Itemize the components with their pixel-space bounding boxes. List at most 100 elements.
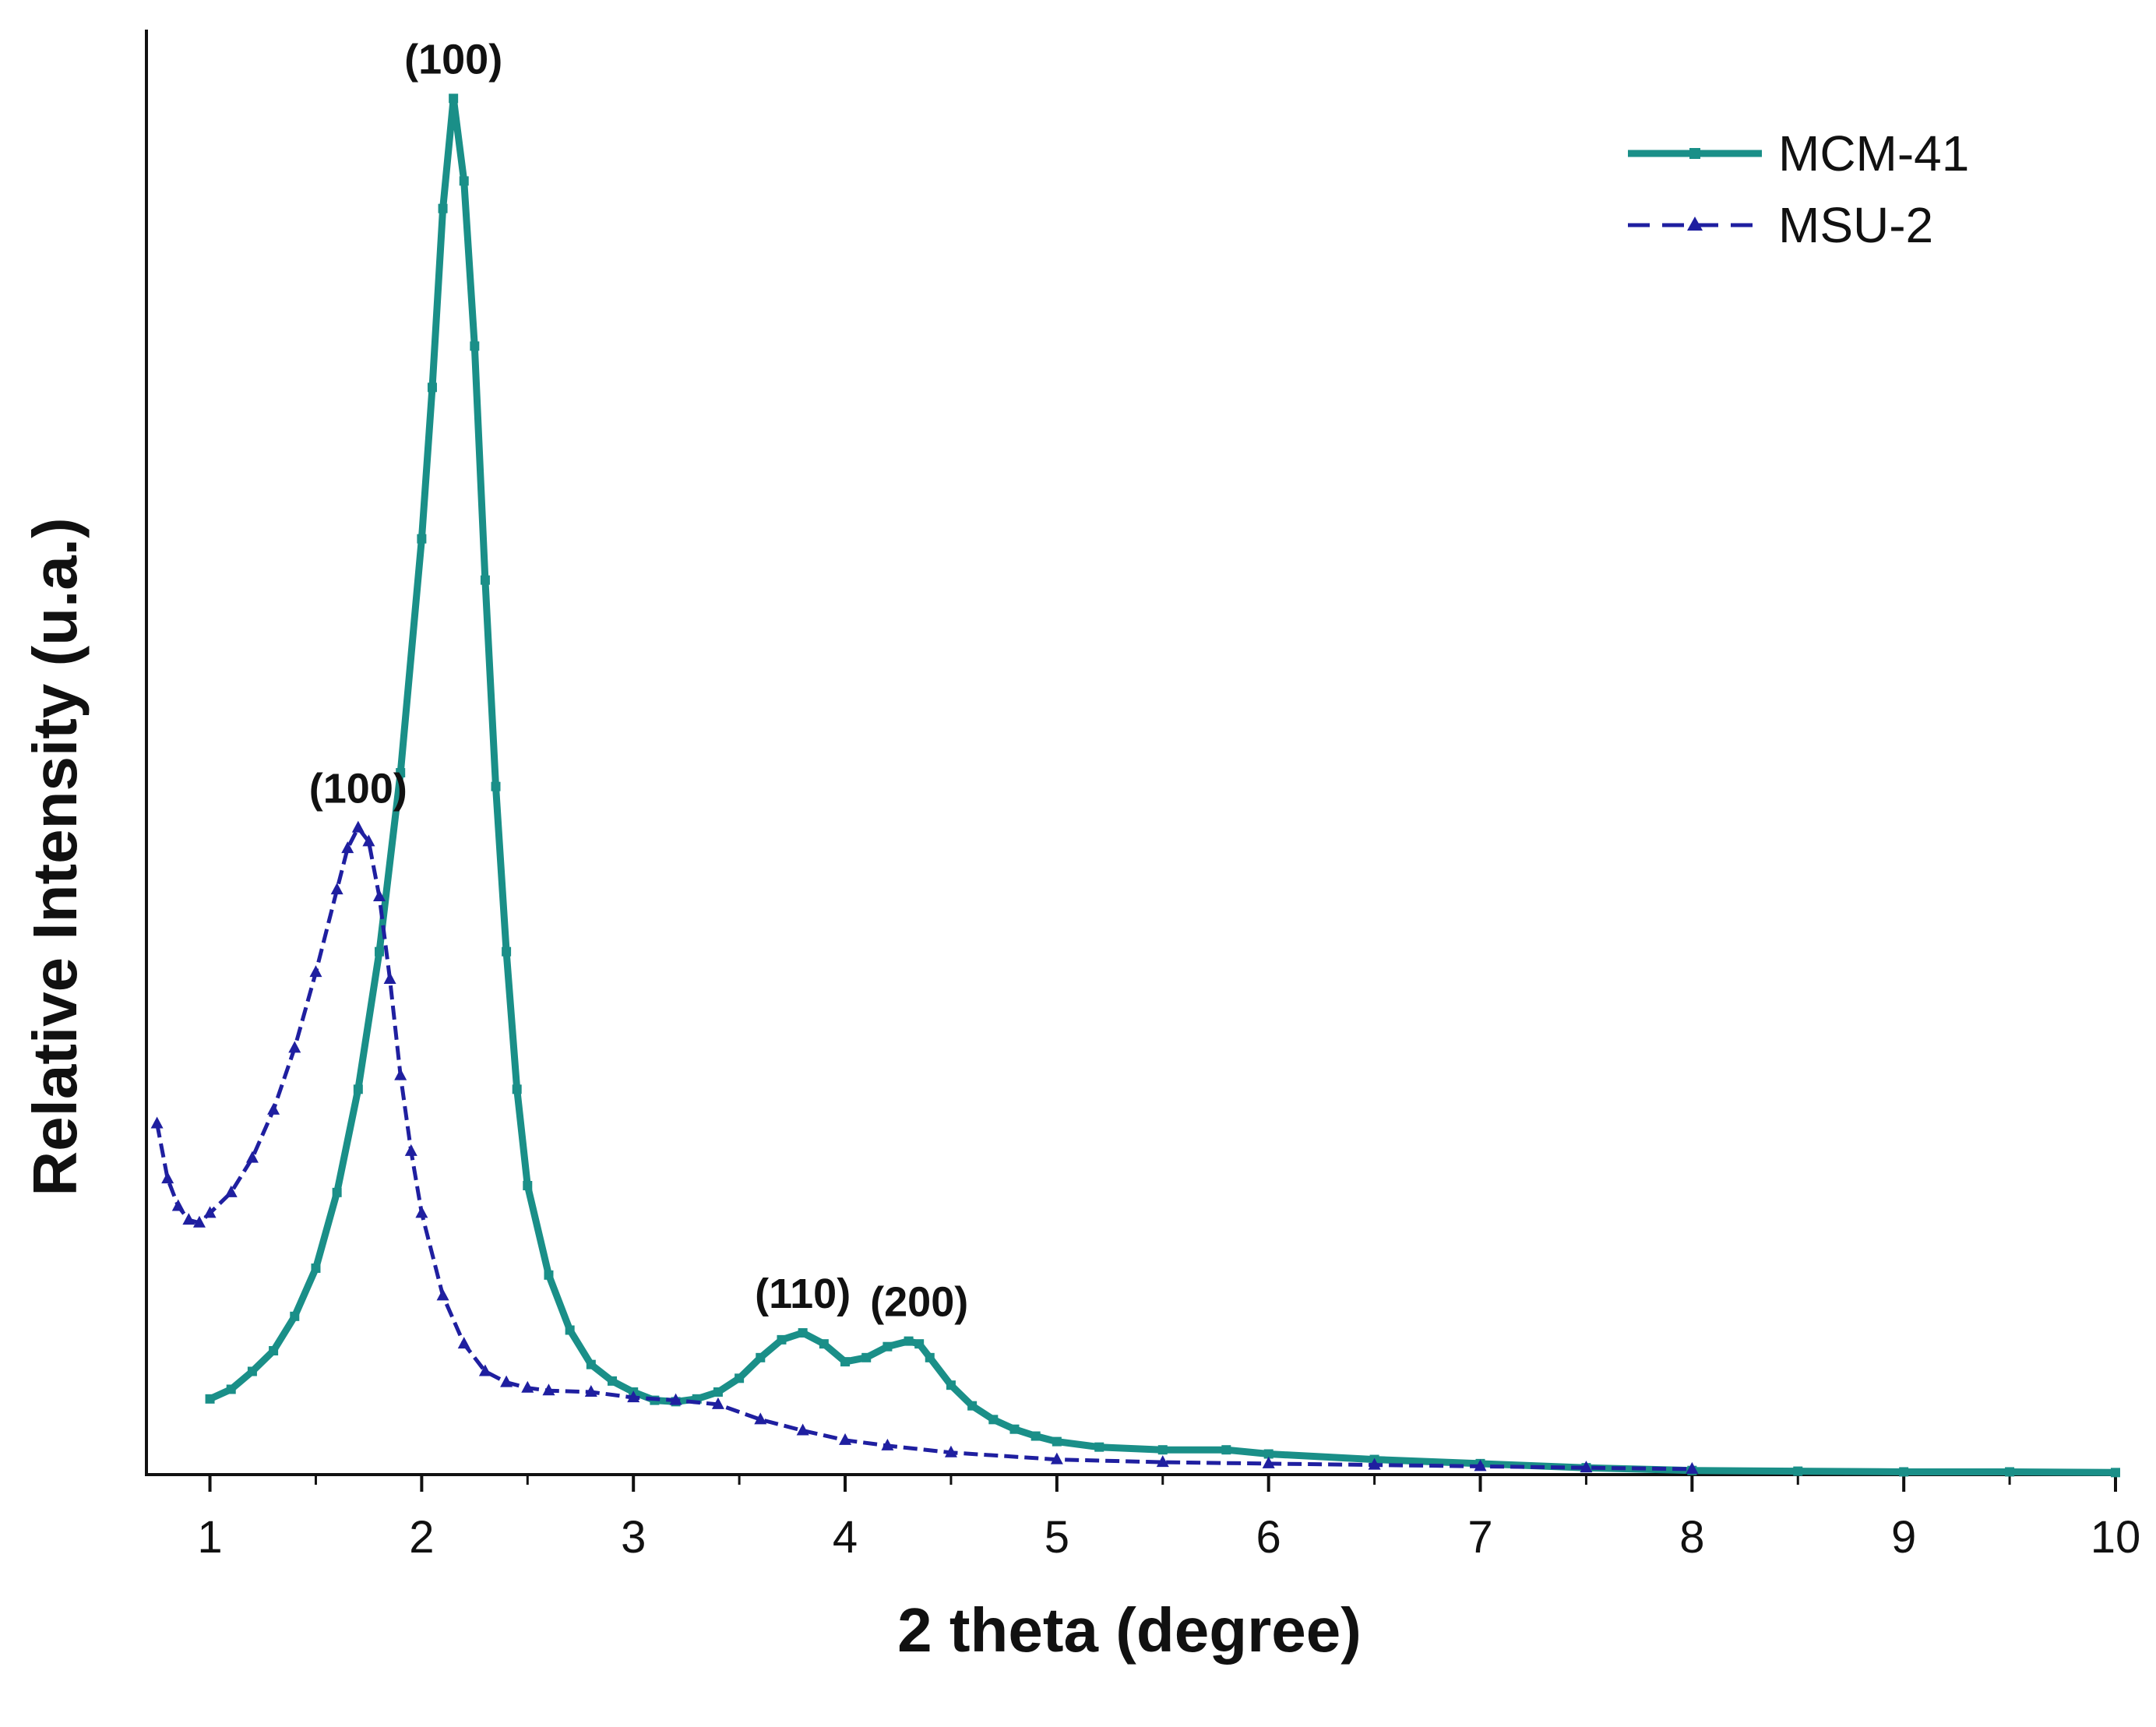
data-point [502,946,512,957]
data-point [491,781,501,791]
x-tick-label: 10 [2091,1512,2141,1563]
data-point [542,1383,555,1396]
peak-annotation: (110) [755,1271,851,1317]
data-point [544,1270,554,1280]
data-point [375,946,385,957]
x-tick-label: 2 [409,1512,434,1563]
data-point [796,1423,809,1436]
data-point [1156,1455,1169,1468]
data-point [586,1359,596,1369]
data-point [396,768,406,777]
data-point [267,1102,280,1115]
x-tick-label: 6 [1256,1512,1281,1563]
peak-annotation: (100) [404,36,502,83]
data-point [226,1384,236,1394]
data-point [404,1144,417,1156]
data-point [713,1387,723,1397]
data-point [309,965,322,978]
data-point [417,534,427,544]
data-point [521,1380,534,1393]
data-point [311,1264,321,1273]
data-point [839,1433,852,1445]
x-tick-label: 3 [621,1512,646,1563]
data-point [2111,1468,2120,1478]
x-tick-label: 8 [1679,1512,1704,1563]
data-point [861,1352,872,1362]
data-point [1899,1467,1909,1477]
data-point [669,1393,682,1405]
data-point [1262,1456,1275,1468]
data-point [290,1311,300,1321]
x-tick-label: 4 [833,1512,858,1563]
series-msu-2 [150,820,1699,1474]
annotations: (100) (100) (110) (200) [309,36,968,1325]
data-point [1009,1424,1020,1434]
data-point [1686,1461,1699,1474]
data-point [1157,1445,1168,1455]
data-point [1030,1431,1041,1441]
data-point [798,1328,808,1338]
series-layer [150,93,2120,1478]
data-point [711,1397,724,1409]
data-point [341,841,354,854]
legend-label: MCM-41 [1778,125,1969,182]
legend-item-mcm-41: MCM-41 [1628,125,1969,182]
data-point [351,820,365,833]
data-point [840,1357,851,1367]
x-tick-label: 7 [1467,1512,1492,1563]
data-point [427,382,437,393]
data-point [1368,1457,1381,1470]
series-mcm-41 [205,93,2120,1478]
data-point [247,1366,257,1376]
data-point [2005,1467,2015,1477]
legend-marker [1687,217,1703,231]
x-tick-label: 5 [1045,1512,1069,1563]
data-point [415,1206,428,1218]
data-point [584,1385,597,1397]
data-point [332,1187,342,1197]
x-axis-title: 2 theta (degree) [897,1595,1362,1665]
data-point [436,1288,449,1301]
data-point [192,1215,206,1228]
data-point [150,1116,164,1129]
data-point [449,93,459,104]
data-point [470,341,480,351]
data-point [438,203,448,213]
data-point [512,1084,522,1094]
legend-label: MSU-2 [1778,197,1933,253]
data-point [500,1375,513,1387]
data-point [904,1336,914,1346]
data-point [1263,1449,1274,1459]
data-point [205,1394,215,1404]
data-point [914,1339,925,1349]
data-point [1050,1452,1063,1464]
data-point [777,1334,787,1345]
data-point [288,1041,301,1053]
x-tick-label: 1 [197,1512,222,1563]
legend: MCM-41 MSU-2 [1628,125,1969,253]
data-point [459,176,469,186]
data-point [161,1172,174,1184]
data-point [383,972,396,984]
legend-marker [1689,148,1700,159]
x-tick-label: 9 [1891,1512,1916,1563]
peak-annotation: (100) [309,766,407,812]
data-point [735,1373,745,1383]
data-point [394,1068,407,1080]
legend-item-msu-2: MSU-2 [1628,197,1933,253]
data-point [944,1445,957,1457]
data-point [245,1151,259,1163]
data-point [882,1341,893,1352]
data-point [480,575,490,585]
data-point [608,1376,618,1386]
data-point [457,1337,470,1349]
data-point [171,1199,185,1211]
peak-annotation: (200) [870,1279,968,1326]
data-point [946,1380,956,1390]
data-point [523,1181,533,1190]
series-line [155,826,1693,1471]
data-point [1052,1436,1062,1447]
data-point [988,1415,999,1425]
data-point [478,1364,491,1376]
